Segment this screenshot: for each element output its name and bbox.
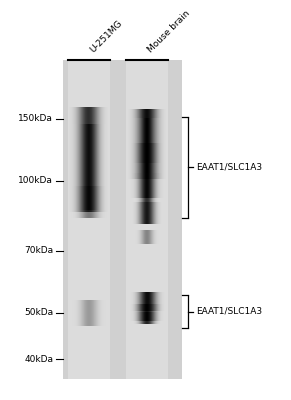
Text: 70kDa: 70kDa	[24, 246, 53, 255]
Text: 100kDa: 100kDa	[18, 176, 53, 185]
Text: 50kDa: 50kDa	[24, 308, 53, 317]
Text: Mouse brain: Mouse brain	[146, 9, 192, 54]
Text: EAAT1/SLC1A3: EAAT1/SLC1A3	[196, 162, 262, 172]
Text: U-251MG: U-251MG	[88, 19, 124, 54]
Text: 150kDa: 150kDa	[18, 114, 53, 123]
Text: 40kDa: 40kDa	[24, 355, 53, 364]
Text: EAAT1/SLC1A3: EAAT1/SLC1A3	[196, 307, 262, 316]
FancyBboxPatch shape	[126, 60, 168, 379]
FancyBboxPatch shape	[68, 60, 110, 379]
FancyBboxPatch shape	[63, 60, 182, 379]
